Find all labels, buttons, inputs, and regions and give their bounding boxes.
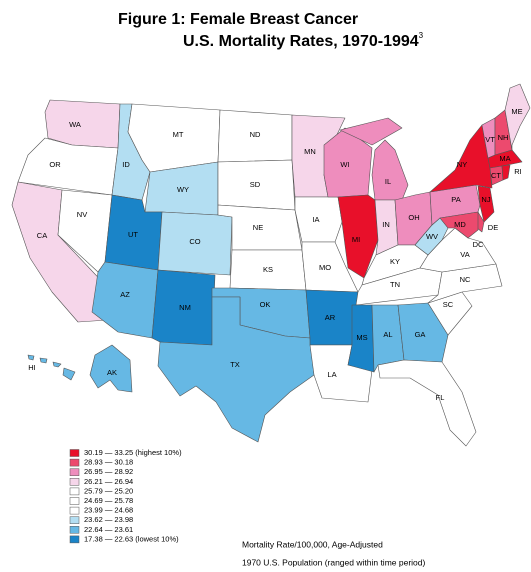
legend-swatch bbox=[69, 487, 80, 496]
state-label: MD bbox=[454, 220, 466, 229]
state-shape bbox=[27, 354, 76, 381]
state-label: SC bbox=[443, 300, 454, 309]
state-label: AR bbox=[325, 313, 336, 322]
state-label: LA bbox=[327, 370, 336, 379]
legend-label: 28.93 — 30.18 bbox=[84, 458, 133, 467]
legend-label: 17.38 — 22.63 (lowest 10%) bbox=[84, 534, 179, 543]
state-label: MO bbox=[319, 263, 331, 272]
state-shape bbox=[504, 83, 531, 151]
state-label: NC bbox=[460, 275, 471, 284]
title-text: U.S. Mortality Rates, 1970-1994 bbox=[183, 33, 419, 50]
state-label: TN bbox=[390, 280, 400, 289]
state-shape bbox=[477, 185, 495, 223]
state-label: CA bbox=[37, 231, 47, 240]
legend-label: 26.21 — 26.94 bbox=[84, 477, 133, 486]
state-shape bbox=[337, 194, 379, 279]
state-label: OR bbox=[49, 160, 61, 169]
state-shape bbox=[157, 296, 315, 443]
state-label: UT bbox=[128, 230, 138, 239]
states bbox=[11, 83, 531, 447]
state-label: MN bbox=[304, 147, 316, 156]
state-label: MS bbox=[356, 333, 367, 342]
state-label: CT bbox=[491, 171, 501, 180]
state-label: KY bbox=[390, 257, 400, 266]
legend-label: 24.69 — 25.78 bbox=[84, 496, 133, 505]
state-shape bbox=[439, 211, 479, 239]
state-label: NJ bbox=[481, 195, 490, 204]
state-label: NM bbox=[179, 303, 191, 312]
state-label: OH bbox=[408, 213, 419, 222]
state-label: IA bbox=[312, 215, 319, 224]
legend-swatch bbox=[69, 478, 80, 486]
state-shape bbox=[429, 124, 493, 193]
state-label: SD bbox=[250, 180, 261, 189]
state-label: MT bbox=[173, 130, 184, 139]
state-label: AZ bbox=[120, 290, 130, 299]
state-label: AL bbox=[383, 330, 392, 339]
state-label: ME bbox=[511, 107, 522, 116]
state-label: DE bbox=[488, 223, 498, 232]
state-label: OK bbox=[260, 300, 271, 309]
state-label: FL bbox=[436, 393, 445, 402]
state-label: DC bbox=[473, 240, 484, 249]
state-shape bbox=[91, 261, 159, 339]
legend-swatch bbox=[69, 449, 80, 457]
state-label: WA bbox=[69, 120, 81, 129]
legend-label: 22.64 — 23.61 bbox=[84, 525, 133, 534]
state-shape bbox=[89, 344, 133, 393]
state-shape bbox=[377, 359, 477, 447]
legend-swatch bbox=[69, 458, 80, 467]
legend-label: 23.99 — 24.68 bbox=[84, 506, 133, 515]
state-shape bbox=[347, 304, 375, 373]
state-labels: WA OR CA NV ID MT WY UT CO AZ NM ND SD NE KS OK TX MN IA MO… bbox=[28, 107, 522, 402]
state-label: NH bbox=[498, 133, 509, 142]
state-label: NY bbox=[457, 160, 467, 169]
title-line-2: U.S. Mortality Rates, 1970-19943 bbox=[183, 31, 424, 50]
state-label: NE bbox=[253, 223, 263, 232]
state-label: WY bbox=[177, 185, 189, 194]
state-label: IL bbox=[385, 177, 391, 186]
legend-swatch bbox=[69, 535, 80, 544]
legend-swatch bbox=[69, 506, 80, 515]
legend-swatch bbox=[69, 526, 80, 534]
legend-swatch bbox=[69, 516, 80, 524]
legend-label: 30.19 — 33.25 (highest 10%) bbox=[84, 448, 182, 457]
state-label: ND bbox=[250, 130, 261, 139]
state-shape bbox=[157, 211, 233, 276]
state-shape bbox=[501, 164, 511, 181]
state-label: VT bbox=[485, 135, 495, 144]
legend-label: 23.62 — 23.98 bbox=[84, 515, 133, 524]
state-label: VA bbox=[460, 250, 469, 259]
footnote-line-1: Mortality Rate/100,000, Age-Adjusted bbox=[242, 539, 383, 549]
title-superscript: 3 bbox=[419, 31, 424, 40]
state-label: ID bbox=[122, 160, 130, 169]
state-label: AK bbox=[107, 368, 117, 377]
state-label: HI bbox=[28, 363, 36, 372]
state-label: PA bbox=[451, 195, 460, 204]
title-line-1: Figure 1: Female Breast Cancer bbox=[118, 11, 358, 28]
legend-label: 26.95 — 28.92 bbox=[84, 467, 133, 476]
state-label: MI bbox=[352, 235, 360, 244]
state-label: WV bbox=[426, 232, 438, 241]
state-shape bbox=[397, 302, 449, 363]
state-label: RI bbox=[514, 167, 522, 176]
state-label: WI bbox=[340, 160, 349, 169]
legend-swatch bbox=[69, 497, 80, 505]
state-label: CO bbox=[189, 237, 200, 246]
legend-label: 25.79 — 25.20 bbox=[84, 486, 133, 495]
footnote-line-2: 1970 U.S. Population (ranged within time… bbox=[242, 557, 425, 567]
state-label: KS bbox=[263, 265, 273, 274]
state-label: GA bbox=[415, 330, 426, 339]
state-label: TX bbox=[230, 360, 240, 369]
state-label: MA bbox=[499, 154, 510, 163]
legend: 30.19 — 33.25 (highest 10%)28.93 — 30.18… bbox=[69, 448, 182, 544]
legend-swatch bbox=[69, 468, 80, 476]
state-label: IN bbox=[382, 220, 390, 229]
state-label: NV bbox=[77, 210, 87, 219]
